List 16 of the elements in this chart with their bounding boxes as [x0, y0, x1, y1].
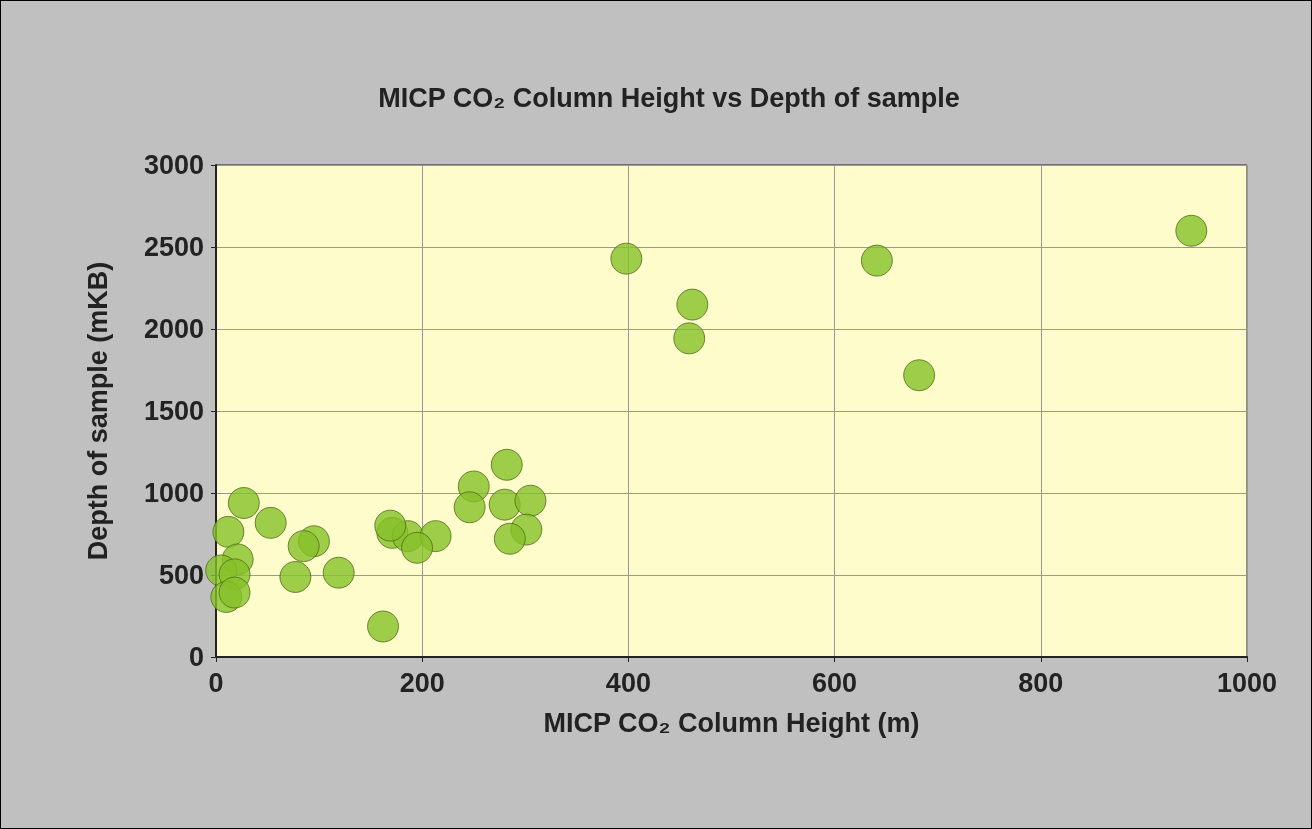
x-tick-label: 1000	[1216, 667, 1278, 698]
y-tick-label: 1000	[143, 478, 204, 508]
x-tick-label: 600	[812, 667, 858, 698]
y-tick-label: 3000	[143, 150, 204, 180]
y-tick-label: 500	[158, 560, 204, 590]
y-tick-label: 2000	[143, 314, 204, 344]
y-tick-label: 2500	[143, 232, 204, 262]
y-tick-label: 1500	[143, 396, 204, 426]
y-tick-label: 0	[188, 642, 204, 672]
y-axis-title: Depth of sample (mKB)	[82, 261, 113, 561]
x-tick-label: 400	[605, 667, 651, 698]
x-tick-label: 800	[1018, 667, 1064, 698]
chart-title: MICP CO₂ Column Height vs Depth of sample	[378, 82, 960, 113]
x-tick-label: 200	[399, 667, 445, 698]
x-axis-title: MICP CO₂ Column Height (m)	[543, 707, 920, 738]
x-tick-label: 0	[208, 667, 224, 698]
